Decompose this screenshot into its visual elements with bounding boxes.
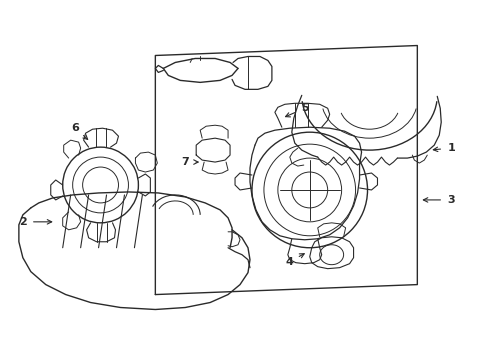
Text: 4: 4 xyxy=(285,257,293,267)
Text: 6: 6 xyxy=(72,123,80,133)
Text: 1: 1 xyxy=(447,143,454,153)
Text: 2: 2 xyxy=(19,217,27,227)
Text: 7: 7 xyxy=(181,157,189,167)
Text: 3: 3 xyxy=(447,195,454,205)
Text: 5: 5 xyxy=(300,103,308,113)
